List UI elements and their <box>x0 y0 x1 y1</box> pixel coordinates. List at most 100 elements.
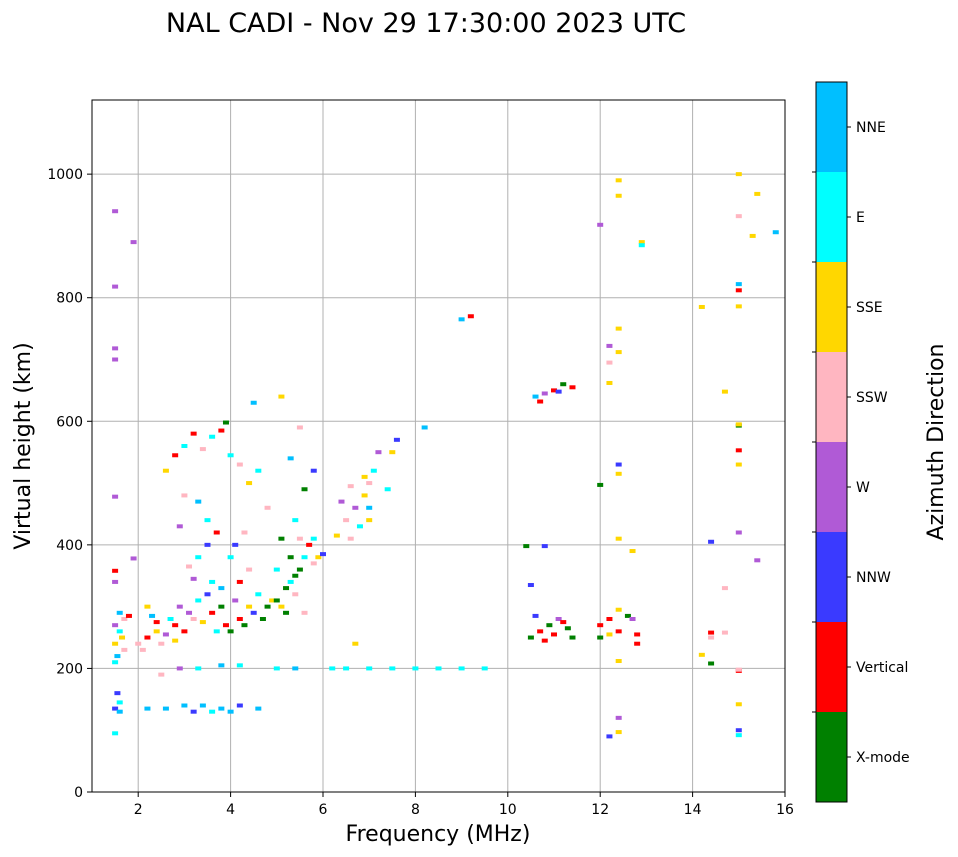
y-tick-label: 0 <box>74 785 83 801</box>
data-point-sse <box>352 641 359 646</box>
data-point-nne <box>255 706 262 711</box>
data-point-e <box>310 536 317 541</box>
data-point-nnw <box>204 542 211 547</box>
data-point-e <box>370 468 377 473</box>
data-point-nne <box>181 703 188 708</box>
data-point-e <box>356 524 363 529</box>
data-point-ssw <box>721 630 728 635</box>
data-point-vertical <box>144 635 151 640</box>
data-point-nne <box>250 400 257 405</box>
data-point-sse <box>735 702 742 707</box>
data-point-vertical <box>125 613 132 618</box>
data-point-e <box>209 579 216 584</box>
data-point-w <box>112 209 119 214</box>
data-point-sse <box>615 350 622 355</box>
data-point-e <box>412 666 419 671</box>
data-point-vertical <box>615 629 622 634</box>
data-point-w <box>190 576 197 581</box>
data-point-ssw <box>292 592 299 597</box>
data-point-vertical <box>551 632 557 637</box>
data-point-ssw <box>366 481 373 486</box>
data-point-x-mode <box>560 382 567 387</box>
colorbar-tick-label: Vertical <box>856 660 908 676</box>
data-point-ssw <box>343 518 350 523</box>
data-point-ssw <box>347 536 354 541</box>
data-point-nne <box>458 317 465 322</box>
data-point-sse <box>754 191 761 196</box>
data-point-e <box>384 487 391 492</box>
data-point-ssw <box>721 586 728 591</box>
data-point-sse <box>615 326 622 331</box>
data-point-e <box>366 666 373 671</box>
data-point-sse <box>278 394 285 399</box>
data-point-ssw <box>135 641 142 646</box>
data-point-sse <box>698 304 705 309</box>
data-point-nnw <box>555 389 562 394</box>
data-point-nnw <box>114 691 121 696</box>
data-point-ssw <box>708 635 715 640</box>
data-point-sse <box>629 549 636 554</box>
data-point-sse <box>333 533 340 538</box>
data-point-ssw <box>296 536 303 541</box>
data-point-vertical <box>569 385 576 390</box>
data-point-e <box>301 555 308 560</box>
data-point-nnw <box>250 610 257 615</box>
data-point-nnw <box>708 539 715 544</box>
data-point-x-mode <box>569 635 576 640</box>
data-point-nne <box>218 586 225 591</box>
data-point-sse <box>144 604 151 609</box>
data-point-sse <box>162 468 169 473</box>
data-point-ssw <box>241 530 248 535</box>
x-tick-label: 16 <box>776 802 794 818</box>
data-point-w <box>541 391 548 396</box>
data-point-nnw <box>735 728 742 733</box>
data-point-e <box>481 666 488 671</box>
data-point-sse <box>246 604 253 609</box>
data-point-w <box>130 556 137 561</box>
data-point-x-mode <box>523 544 530 549</box>
data-point-sse <box>698 652 705 657</box>
data-point-w <box>352 505 359 510</box>
x-tick-label: 4 <box>226 802 235 818</box>
data-point-sse <box>172 638 179 643</box>
data-point-sse <box>606 632 613 637</box>
data-point-sse <box>112 641 119 646</box>
data-point-vertical <box>634 632 641 637</box>
data-point-sse <box>749 233 756 238</box>
data-point-ssw <box>186 564 193 569</box>
data-point-x-mode <box>597 635 604 640</box>
data-point-nne <box>366 505 373 510</box>
data-point-w <box>112 579 119 584</box>
data-point-x-mode <box>597 482 604 487</box>
colorbar-tick-label: NNE <box>856 120 886 136</box>
data-point-vertical <box>153 620 160 625</box>
data-point-vertical <box>708 630 715 635</box>
data-point-sse <box>153 629 160 634</box>
data-point-w <box>597 222 604 227</box>
data-point-w <box>629 617 636 621</box>
colorbar-label: Azimuth Direction <box>924 343 949 540</box>
data-point-ssw <box>199 447 206 452</box>
data-point-vertical <box>236 617 243 621</box>
data-point-nnw <box>320 552 326 557</box>
data-point-e <box>181 444 188 448</box>
data-point-nnw <box>606 734 613 739</box>
y-tick-label: 400 <box>56 538 83 554</box>
data-point-nnw <box>615 462 622 467</box>
data-point-w <box>754 558 761 563</box>
data-point-e <box>227 453 234 458</box>
data-point-ssw <box>606 360 613 365</box>
data-point-ssw <box>301 610 308 615</box>
y-axis-ticks: 0 200 400 600 800 1000 <box>47 167 92 801</box>
data-point-w <box>176 524 183 529</box>
data-point-e <box>167 617 174 621</box>
data-point-x-mode <box>283 586 290 591</box>
data-point-sse <box>735 172 742 177</box>
y-tick-label: 600 <box>56 414 83 430</box>
colorbar-segment-ssw <box>816 352 847 442</box>
data-point-nne <box>116 709 123 714</box>
x-axis-ticks: 2 4 6 8 10 12 14 16 <box>134 792 794 818</box>
data-point-x-mode <box>287 555 294 560</box>
data-point-sse <box>735 462 742 467</box>
data-point-nne <box>116 610 123 615</box>
